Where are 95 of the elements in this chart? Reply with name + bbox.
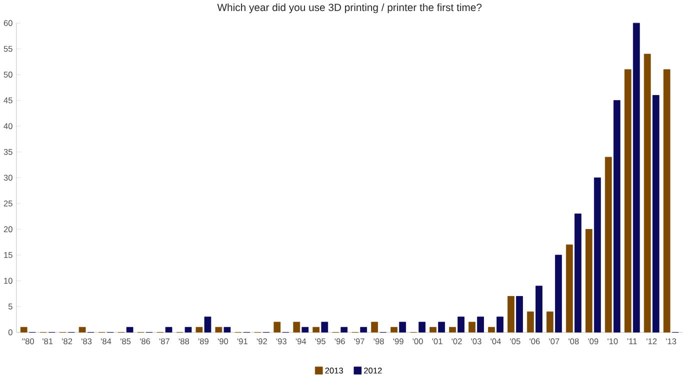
y-tick-label: 20	[4, 226, 12, 232]
x-tick-label: '88	[178, 338, 190, 344]
bar	[418, 322, 426, 332]
x-tick-label: '11	[627, 338, 637, 344]
x-tick-label: '92	[256, 338, 267, 344]
bar	[215, 326, 222, 332]
bar	[527, 311, 534, 332]
y-tick-label: 25	[4, 200, 12, 206]
y-tick-label: 5	[8, 304, 12, 310]
y-tick-label: 35	[4, 148, 12, 155]
bar	[78, 326, 86, 332]
x-tick-label: '95	[315, 338, 326, 344]
chart-title: Which year did you use 3D printing / printer the first time?	[217, 3, 482, 14]
x-tick-label: '86	[140, 338, 150, 344]
bar	[302, 326, 309, 332]
bar	[165, 326, 172, 332]
x-tick-label: '05	[510, 338, 520, 344]
bar	[488, 326, 495, 332]
bar	[594, 177, 601, 332]
x-tick-label: '08	[568, 338, 579, 344]
bar	[224, 326, 231, 332]
y-tick-label: 30	[4, 174, 12, 181]
bar	[196, 326, 203, 332]
bar	[399, 322, 406, 332]
bar	[477, 316, 484, 332]
x-tick-label: '07	[549, 338, 560, 344]
legend-label: 2012	[364, 368, 382, 374]
bar	[274, 322, 281, 332]
bar	[632, 22, 640, 332]
x-tick-label: '04	[490, 338, 501, 344]
bar	[312, 326, 320, 332]
x-tick-label: '09	[588, 338, 598, 344]
y-tick-label: 10	[4, 278, 12, 284]
bar	[496, 316, 504, 332]
bar	[508, 296, 514, 332]
bar	[566, 244, 573, 332]
x-tick-label: ''80	[22, 338, 34, 344]
x-tick-label: '97	[354, 338, 364, 344]
x-tick-label: '93	[276, 338, 286, 344]
x-tick-label: '01	[432, 338, 442, 344]
bar	[371, 322, 378, 332]
bar	[468, 322, 476, 332]
y-tick-label: 40	[4, 123, 12, 130]
bar	[663, 69, 670, 332]
x-tick-label: '94	[296, 338, 306, 344]
bar	[204, 316, 212, 332]
x-tick-label: '99	[393, 338, 404, 344]
y-tick-label: 60	[4, 20, 12, 26]
bar	[536, 286, 542, 332]
x-tick-label: '84	[101, 338, 112, 344]
bar	[184, 326, 192, 332]
bar	[585, 228, 592, 332]
bar	[644, 54, 651, 332]
bar	[652, 94, 660, 332]
bar	[430, 326, 436, 332]
bar	[604, 156, 612, 332]
x-tick-label: '81	[42, 338, 53, 344]
x-tick-label: '91	[237, 338, 248, 344]
bar	[574, 213, 582, 332]
bar	[293, 322, 300, 332]
bar	[321, 322, 328, 332]
bar	[126, 326, 134, 332]
bar	[360, 326, 368, 332]
y-tick-label: 55	[4, 46, 12, 52]
bar	[624, 69, 632, 332]
y-tick-label: 15	[4, 252, 12, 258]
x-tick-label: '96	[334, 338, 345, 344]
bar	[613, 100, 620, 332]
x-tick-label: '02	[452, 338, 462, 344]
bar	[546, 311, 554, 332]
legend-label: 2013	[325, 368, 343, 374]
x-tick-label: '87	[159, 338, 170, 344]
x-tick-label: '03	[471, 338, 482, 344]
bar	[516, 296, 523, 332]
x-tick-label: '90	[218, 338, 228, 344]
y-tick-label: 50	[4, 72, 12, 78]
x-tick-label: '00	[412, 338, 423, 344]
x-tick-label: '89	[198, 338, 208, 344]
x-tick-label: '83	[82, 338, 92, 344]
x-tick-label: '82	[62, 338, 72, 344]
x-tick-label: '12	[646, 338, 657, 344]
x-tick-label: '13	[666, 338, 676, 344]
x-tick-label: '06	[530, 338, 540, 344]
x-tick-label: '85	[120, 338, 131, 344]
x-tick-label: '10	[608, 338, 618, 344]
bar	[340, 326, 348, 332]
y-tick-label: 45	[4, 97, 12, 104]
bar	[438, 322, 445, 332]
bar	[390, 326, 398, 332]
y-tick-label: 0	[8, 329, 12, 336]
x-tick-label: '98	[374, 338, 384, 344]
bar	[20, 326, 28, 332]
bar	[449, 326, 456, 332]
bar	[458, 316, 464, 332]
bar	[555, 254, 562, 332]
